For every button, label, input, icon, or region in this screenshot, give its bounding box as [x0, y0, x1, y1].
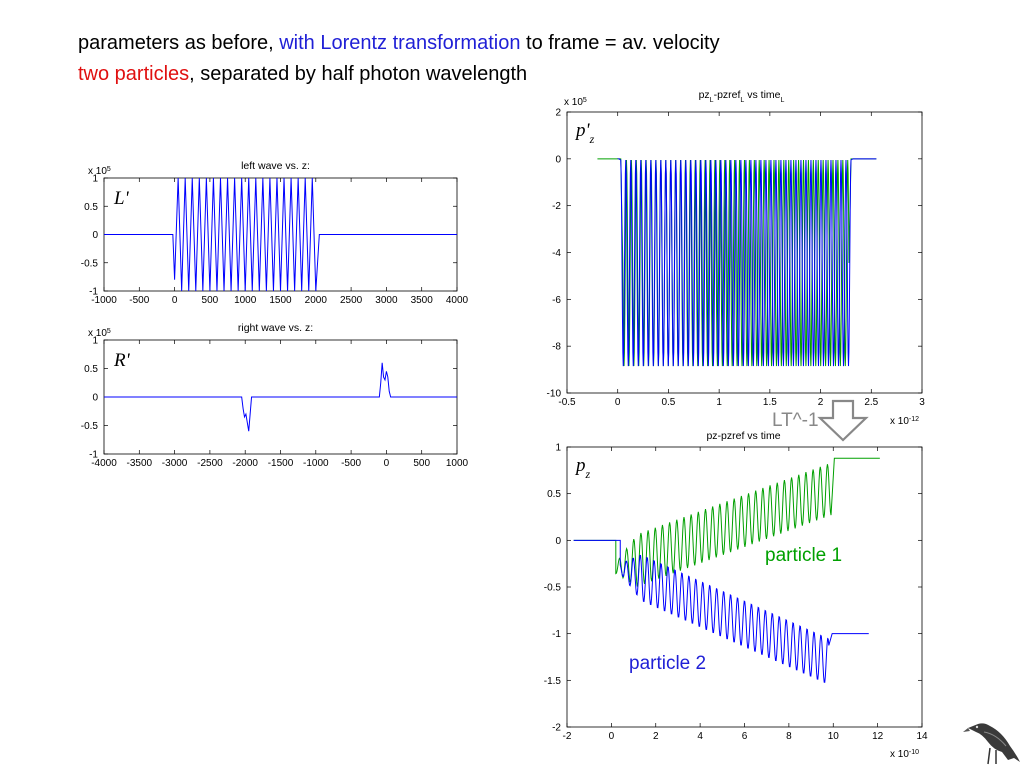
y-tick-label: 0.5: [84, 202, 98, 213]
y-tick-label: -0.5: [81, 258, 99, 269]
chart-top-right: -0.5 0 0.5 1 1.5 2 2.5 3 2 0 -2 -4 -6 -8 -10 pzL-pzrefL…: [547, 89, 926, 427]
chart-right: -4000 -3500 -3000 -2500 -2000 -1500 -1000 -500 0…: [81, 322, 469, 469]
x-tick-label: -1500: [268, 458, 294, 469]
x-tick-label: 8: [786, 731, 792, 742]
heading-line-2: two particles, separated by half photon …: [78, 62, 527, 86]
x-tick-label: 2500: [340, 295, 363, 306]
lt-inverse-label: LT^-1: [772, 410, 819, 431]
y-tick-label: 0: [555, 154, 561, 165]
down-arrow-icon: [817, 399, 869, 442]
particle-1-label: particle 1: [765, 545, 842, 566]
plot-frame: [566, 446, 923, 728]
x-tick-label: -0.5: [558, 397, 576, 408]
x-tick-label: 3: [919, 397, 925, 408]
y-tick-label: -2: [552, 723, 561, 734]
y-tick-label: 1: [92, 336, 98, 347]
x-exponent-label: x 10-12: [890, 416, 919, 428]
x-tick-label: 10: [828, 731, 840, 742]
y-tick-label: -1: [552, 629, 561, 640]
series-line: [104, 177, 457, 292]
y-tick-label: -1: [89, 450, 98, 461]
y-tick-label: -2: [552, 201, 561, 212]
particle-2-label: particle 2: [629, 653, 706, 674]
x-tick-label: 0: [384, 458, 390, 469]
x-tick-label: 1.5: [763, 397, 777, 408]
chart-bottom-right: -2 0 2 4 6 8 10 12 14 1 0.5 0 -0.5 -1 -1.5 -2 pz-pzref v…: [544, 430, 928, 760]
lt-arrow: LT^-1: [772, 399, 869, 442]
series-line-1: [573, 457, 880, 587]
x-tick-label: -2: [563, 731, 572, 742]
x-tick-label: 4: [697, 731, 703, 742]
x-tick-label: 14: [916, 731, 928, 742]
x-tick-label: 2: [818, 397, 824, 408]
x-tick-label: -500: [129, 295, 149, 306]
x-tick-label: 3000: [375, 295, 398, 306]
x-tick-label: -500: [341, 458, 361, 469]
x-tick-label: 0: [609, 731, 615, 742]
x-tick-label: -4000: [91, 458, 117, 469]
heading-highlight-two-particles: two particles: [78, 63, 190, 85]
y-tick-label: -0.5: [81, 421, 99, 432]
chart-title: right wave vs. z:: [238, 322, 313, 334]
heading-text: to frame = av. velocity: [520, 32, 720, 54]
y-exponent-label: x 105: [88, 328, 111, 340]
y-tick-label: -1.5: [544, 676, 562, 687]
heading-text: , separated by half photon wavelength: [189, 63, 528, 85]
raven-logo-icon: [963, 723, 1020, 765]
y-exponent-label: x 105: [564, 97, 587, 109]
y-tick-label: 1: [92, 174, 98, 185]
chart-title: pz-pzref vs time: [706, 430, 780, 442]
y-tick-label: 0.5: [547, 489, 561, 500]
heading-line-1: parameters as before, with Lorentz trans…: [78, 31, 720, 55]
inset-math-label: p'z: [574, 120, 595, 146]
y-tick-label: 0: [92, 230, 98, 241]
y-tick-label: -10: [547, 389, 562, 400]
x-tick-label: 500: [413, 458, 430, 469]
y-tick-label: -8: [552, 342, 561, 353]
heading-text: parameters as before,: [78, 32, 280, 54]
y-tick-label: 1: [555, 443, 561, 454]
x-tick-label: 1: [716, 397, 722, 408]
x-exponent-label: x 10-10: [890, 749, 919, 761]
x-tick-label: -2500: [197, 458, 223, 469]
y-tick-label: 2: [555, 108, 561, 119]
x-tick-label: 500: [202, 295, 219, 306]
inset-math-label: L': [113, 188, 130, 209]
x-tick-label: -1000: [91, 295, 117, 306]
chart-title: pzL-pzrefL vs timeL: [699, 89, 785, 104]
series-line: [616, 158, 877, 367]
x-tick-label: -2000: [232, 458, 258, 469]
x-tick-label: 12: [872, 731, 884, 742]
series-line: [104, 362, 457, 432]
x-tick-label: -3000: [162, 458, 188, 469]
x-tick-label: 2.5: [864, 397, 878, 408]
x-tick-label: 0.5: [661, 397, 675, 408]
y-tick-label: -4: [552, 248, 561, 259]
x-tick-label: -1000: [303, 458, 329, 469]
series-line-2: [573, 539, 869, 683]
x-tick-label: 2: [653, 731, 659, 742]
inset-math-label: R': [113, 350, 131, 371]
x-tick-label: 2000: [305, 295, 328, 306]
y-exponent-label: x 105: [88, 166, 111, 178]
x-tick-label: 1000: [446, 458, 469, 469]
x-tick-label: 6: [742, 731, 748, 742]
x-tick-label: 1000: [234, 295, 257, 306]
y-tick-label: -1: [89, 287, 98, 298]
x-tick-label: -3500: [127, 458, 153, 469]
y-tick-label: 0.5: [84, 364, 98, 375]
x-tick-label: 1500: [269, 295, 292, 306]
x-tick-label: 0: [615, 397, 621, 408]
y-tick-label: 0: [555, 536, 561, 547]
heading-highlight-lorentz: with Lorentz transformation: [279, 32, 521, 54]
x-tick-label: 0: [172, 295, 178, 306]
chart-title: left wave vs. z:: [241, 160, 310, 172]
y-tick-label: -6: [552, 295, 561, 306]
y-tick-label: -0.5: [544, 583, 562, 594]
y-tick-label: 0: [92, 393, 98, 404]
x-tick-label: 4000: [446, 295, 469, 306]
x-tick-label: 3500: [411, 295, 434, 306]
chart-left: -1000 -500 0 500 1000 1500 2000 2500 3000 3500 400…: [81, 160, 469, 306]
